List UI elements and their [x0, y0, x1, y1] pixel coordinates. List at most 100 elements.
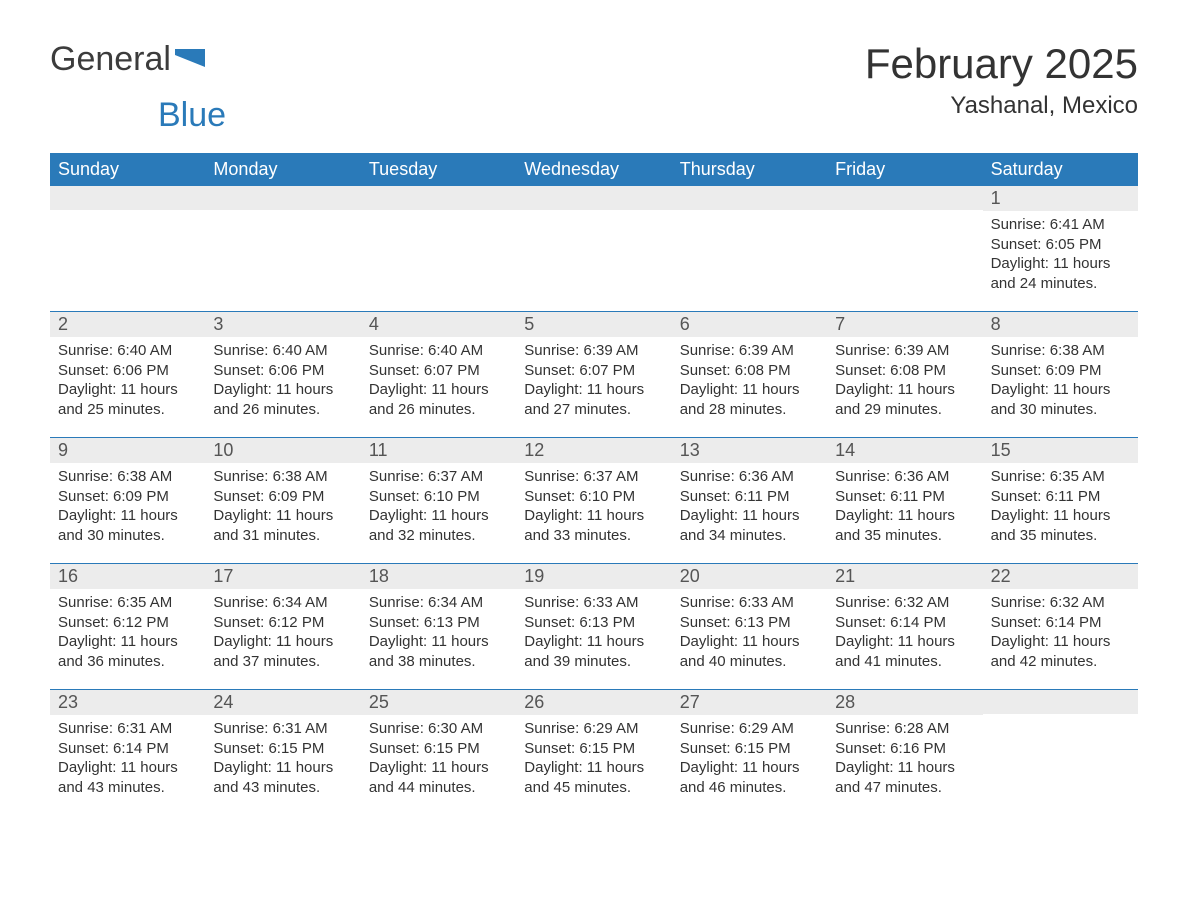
day-number: 22 — [983, 564, 1138, 589]
sunrise-text: Sunrise: 6:39 AM — [835, 341, 974, 361]
dl1-text: Daylight: 11 hours — [524, 632, 663, 652]
day-number: 28 — [827, 690, 982, 715]
dl1-text: Daylight: 11 hours — [524, 380, 663, 400]
sunset-text: Sunset: 6:13 PM — [369, 613, 508, 633]
day-number — [361, 186, 516, 210]
dl2-text: and 38 minutes. — [369, 652, 508, 672]
dl1-text: Daylight: 11 hours — [213, 380, 352, 400]
dl2-text: and 36 minutes. — [58, 652, 197, 672]
sunset-text: Sunset: 6:11 PM — [991, 487, 1130, 507]
dl2-text: and 32 minutes. — [369, 526, 508, 546]
day-number — [50, 186, 205, 210]
day-number — [827, 186, 982, 210]
calendar: SundayMondayTuesdayWednesdayThursdayFrid… — [50, 153, 1138, 815]
dl1-text: Daylight: 11 hours — [991, 380, 1130, 400]
day-cell: 5Sunrise: 6:39 AMSunset: 6:07 PMDaylight… — [516, 312, 671, 437]
sunrise-text: Sunrise: 6:34 AM — [213, 593, 352, 613]
day-cell: 21Sunrise: 6:32 AMSunset: 6:14 PMDayligh… — [827, 564, 982, 689]
dl1-text: Daylight: 11 hours — [835, 506, 974, 526]
dl2-text: and 45 minutes. — [524, 778, 663, 798]
empty-day-cell — [361, 186, 516, 311]
day-cell: 13Sunrise: 6:36 AMSunset: 6:11 PMDayligh… — [672, 438, 827, 563]
dl1-text: Daylight: 11 hours — [58, 758, 197, 778]
sunset-text: Sunset: 6:15 PM — [213, 739, 352, 759]
empty-day-cell — [516, 186, 671, 311]
weekday-header: Monday — [205, 153, 360, 186]
sunset-text: Sunset: 6:09 PM — [213, 487, 352, 507]
sunset-text: Sunset: 6:10 PM — [369, 487, 508, 507]
sunrise-text: Sunrise: 6:37 AM — [369, 467, 508, 487]
day-cell: 26Sunrise: 6:29 AMSunset: 6:15 PMDayligh… — [516, 690, 671, 815]
dl2-text: and 29 minutes. — [835, 400, 974, 420]
day-cell: 10Sunrise: 6:38 AMSunset: 6:09 PMDayligh… — [205, 438, 360, 563]
day-number: 7 — [827, 312, 982, 337]
day-number: 26 — [516, 690, 671, 715]
dl1-text: Daylight: 11 hours — [680, 758, 819, 778]
dl1-text: Daylight: 11 hours — [369, 758, 508, 778]
sunrise-text: Sunrise: 6:33 AM — [524, 593, 663, 613]
dl2-text: and 26 minutes. — [213, 400, 352, 420]
dl2-text: and 33 minutes. — [524, 526, 663, 546]
dl2-text: and 46 minutes. — [680, 778, 819, 798]
sunrise-text: Sunrise: 6:39 AM — [680, 341, 819, 361]
sunset-text: Sunset: 6:11 PM — [680, 487, 819, 507]
weekday-header: Tuesday — [361, 153, 516, 186]
month-title: February 2025 — [865, 40, 1138, 88]
day-number: 19 — [516, 564, 671, 589]
empty-day-cell — [50, 186, 205, 311]
sunset-text: Sunset: 6:07 PM — [524, 361, 663, 381]
day-number: 4 — [361, 312, 516, 337]
sunset-text: Sunset: 6:09 PM — [58, 487, 197, 507]
brand-part2: Blue — [158, 96, 226, 134]
sunrise-text: Sunrise: 6:36 AM — [835, 467, 974, 487]
sunset-text: Sunset: 6:13 PM — [680, 613, 819, 633]
sunrise-text: Sunrise: 6:31 AM — [213, 719, 352, 739]
title-block: February 2025 Yashanal, Mexico — [865, 40, 1138, 120]
day-cell: 2Sunrise: 6:40 AMSunset: 6:06 PMDaylight… — [50, 312, 205, 437]
sunset-text: Sunset: 6:13 PM — [524, 613, 663, 633]
day-cell: 14Sunrise: 6:36 AMSunset: 6:11 PMDayligh… — [827, 438, 982, 563]
week-row: 2Sunrise: 6:40 AMSunset: 6:06 PMDaylight… — [50, 311, 1138, 437]
dl2-text: and 24 minutes. — [991, 274, 1130, 294]
sunset-text: Sunset: 6:11 PM — [835, 487, 974, 507]
day-cell: 20Sunrise: 6:33 AMSunset: 6:13 PMDayligh… — [672, 564, 827, 689]
dl2-text: and 26 minutes. — [369, 400, 508, 420]
day-number: 17 — [205, 564, 360, 589]
day-cell: 15Sunrise: 6:35 AMSunset: 6:11 PMDayligh… — [983, 438, 1138, 563]
dl1-text: Daylight: 11 hours — [835, 758, 974, 778]
week-row: 23Sunrise: 6:31 AMSunset: 6:14 PMDayligh… — [50, 689, 1138, 815]
dl2-text: and 47 minutes. — [835, 778, 974, 798]
weekday-header-row: SundayMondayTuesdayWednesdayThursdayFrid… — [50, 153, 1138, 186]
empty-day-cell — [827, 186, 982, 311]
day-cell: 11Sunrise: 6:37 AMSunset: 6:10 PMDayligh… — [361, 438, 516, 563]
dl1-text: Daylight: 11 hours — [58, 380, 197, 400]
day-number: 6 — [672, 312, 827, 337]
dl1-text: Daylight: 11 hours — [213, 758, 352, 778]
weekday-header: Sunday — [50, 153, 205, 186]
day-number: 25 — [361, 690, 516, 715]
sunrise-text: Sunrise: 6:29 AM — [680, 719, 819, 739]
day-cell: 16Sunrise: 6:35 AMSunset: 6:12 PMDayligh… — [50, 564, 205, 689]
sunrise-text: Sunrise: 6:34 AM — [369, 593, 508, 613]
dl2-text: and 28 minutes. — [680, 400, 819, 420]
brand-logo: General — [50, 40, 205, 79]
sunset-text: Sunset: 6:06 PM — [213, 361, 352, 381]
dl1-text: Daylight: 11 hours — [213, 506, 352, 526]
dl1-text: Daylight: 11 hours — [369, 506, 508, 526]
sunrise-text: Sunrise: 6:32 AM — [835, 593, 974, 613]
day-number: 20 — [672, 564, 827, 589]
sunrise-text: Sunrise: 6:40 AM — [213, 341, 352, 361]
day-number: 12 — [516, 438, 671, 463]
sunrise-text: Sunrise: 6:37 AM — [524, 467, 663, 487]
dl1-text: Daylight: 11 hours — [524, 758, 663, 778]
day-cell: 25Sunrise: 6:30 AMSunset: 6:15 PMDayligh… — [361, 690, 516, 815]
day-cell: 4Sunrise: 6:40 AMSunset: 6:07 PMDaylight… — [361, 312, 516, 437]
dl1-text: Daylight: 11 hours — [680, 632, 819, 652]
day-number — [205, 186, 360, 210]
day-number: 16 — [50, 564, 205, 589]
sunset-text: Sunset: 6:05 PM — [991, 235, 1130, 255]
dl1-text: Daylight: 11 hours — [680, 380, 819, 400]
weekday-header: Saturday — [983, 153, 1138, 186]
dl2-text: and 25 minutes. — [58, 400, 197, 420]
day-number: 27 — [672, 690, 827, 715]
